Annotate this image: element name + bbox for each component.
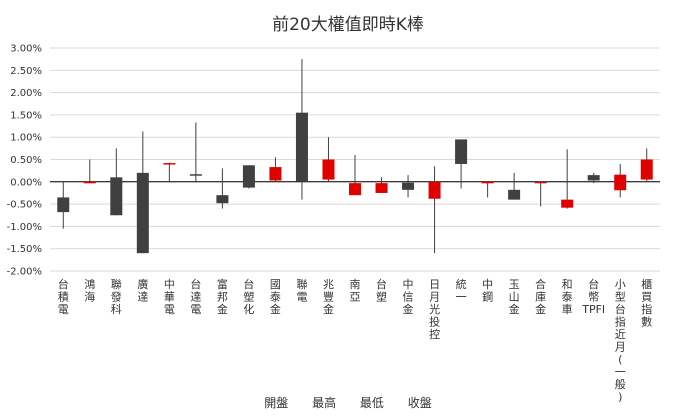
candle-body bbox=[110, 177, 123, 216]
candle-body bbox=[189, 174, 202, 176]
x-tick-label: 統一 bbox=[456, 277, 467, 304]
candle-body bbox=[428, 181, 441, 199]
x-tick-label: 玉山金 bbox=[509, 278, 520, 316]
y-tick-label: 3.00% bbox=[10, 44, 42, 55]
candle-body bbox=[508, 189, 521, 200]
y-tick-label: -2.00% bbox=[7, 267, 42, 278]
y-tick-label: -0.50% bbox=[7, 200, 42, 211]
legend-high: 最高 bbox=[312, 396, 337, 410]
x-tick-label: 鴻海 bbox=[84, 277, 95, 304]
x-tick-label: 台達電 bbox=[190, 277, 201, 316]
x-tick-label: 台塑 bbox=[376, 277, 387, 304]
candle-body bbox=[614, 174, 627, 191]
candle-body bbox=[163, 163, 176, 165]
y-tick-label: 0.50% bbox=[10, 155, 42, 166]
candle-body bbox=[402, 182, 415, 190]
candle-body bbox=[375, 183, 388, 193]
x-tick-label: 廣達 bbox=[137, 277, 148, 304]
y-tick-label: 2.00% bbox=[10, 88, 42, 99]
candle-body bbox=[216, 195, 229, 204]
x-tick-label: 南亞 bbox=[350, 278, 361, 304]
legend-close: 收盤 bbox=[407, 396, 432, 410]
candle-body bbox=[83, 181, 96, 184]
y-tick-label: 1.00% bbox=[10, 133, 42, 144]
candle-body bbox=[534, 181, 547, 184]
x-tick-label: 聯發科 bbox=[111, 278, 122, 316]
chart-title: 前20大權值即時K棒 bbox=[272, 15, 424, 35]
legend: 開盤 最高 最低 收盤 bbox=[0, 394, 696, 411]
candle-body bbox=[136, 172, 149, 254]
candle-body bbox=[295, 112, 308, 182]
x-tick-label: 台幣 TPFI bbox=[581, 277, 605, 316]
x-tick-label: 小型台指近月(一般) bbox=[615, 278, 626, 404]
y-tick-label: 0.00% bbox=[10, 177, 42, 188]
x-tick-label: 富邦金 bbox=[217, 277, 228, 316]
x-tick-label: 中鋼 bbox=[482, 278, 493, 304]
y-tick-label: 1.50% bbox=[10, 110, 42, 121]
y-tick-label: -1.50% bbox=[7, 244, 42, 255]
candle-body bbox=[640, 159, 653, 180]
legend-open: 開盤 bbox=[264, 396, 289, 410]
x-tick-label: 合庫金 bbox=[535, 277, 546, 316]
candle-body bbox=[57, 197, 70, 213]
candle-body bbox=[322, 159, 335, 180]
x-tick-label: 日月光投控 bbox=[429, 278, 440, 341]
x-tick-label: 中華電 bbox=[164, 278, 175, 316]
legend-low: 最低 bbox=[359, 396, 384, 410]
x-tick-label: 兆豐金 bbox=[323, 278, 334, 316]
x-tick-label: 和泰車 bbox=[562, 278, 573, 316]
candle-body bbox=[242, 165, 255, 188]
y-tick-label: -1.00% bbox=[7, 222, 42, 233]
candle-body bbox=[349, 183, 361, 196]
candle-body bbox=[455, 139, 468, 164]
x-tick-label: 國泰金 bbox=[270, 278, 281, 316]
candle-body bbox=[587, 175, 600, 181]
x-tick-label: 台積電 bbox=[58, 277, 69, 316]
candle-body bbox=[269, 167, 282, 181]
y-tick-label: 2.50% bbox=[10, 66, 42, 77]
x-tick-label: 櫃買指數 bbox=[641, 277, 652, 329]
x-tick-label: 中信金 bbox=[403, 278, 414, 316]
candle-body bbox=[481, 181, 494, 184]
x-tick-label: 台塑化 bbox=[243, 277, 254, 316]
candle-body bbox=[561, 199, 574, 208]
x-tick-label: 聯電 bbox=[296, 278, 307, 304]
